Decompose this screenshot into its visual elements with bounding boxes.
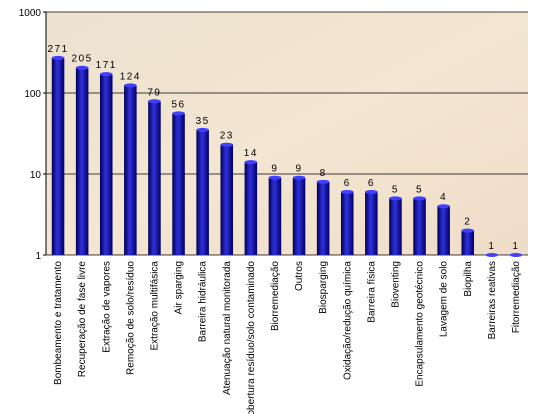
bar bbox=[437, 206, 450, 255]
bar-top bbox=[389, 196, 402, 201]
bar-top bbox=[509, 253, 523, 257]
bar bbox=[461, 230, 475, 255]
value-label: 4 bbox=[440, 192, 447, 203]
x-tick-label: Encapsulamento geotécnico bbox=[415, 261, 426, 387]
value-label: 171 bbox=[96, 60, 117, 71]
value-label: 9 bbox=[271, 164, 278, 175]
bar-top bbox=[51, 55, 65, 60]
bar-top bbox=[461, 228, 475, 233]
bar-top bbox=[196, 127, 209, 132]
x-tick-label: Cobertura resíduo/solo contaminado bbox=[246, 261, 257, 414]
bar-top bbox=[268, 175, 282, 180]
bar-top bbox=[244, 160, 258, 165]
bar bbox=[268, 177, 282, 255]
value-label: 6 bbox=[344, 178, 351, 189]
value-label: 5 bbox=[392, 184, 399, 195]
bar-top bbox=[340, 189, 354, 194]
x-tick-label: Biosparging bbox=[318, 261, 329, 314]
bar bbox=[124, 85, 137, 255]
bar-top bbox=[148, 99, 161, 104]
bar bbox=[51, 57, 65, 255]
value-label: 79 bbox=[147, 87, 161, 98]
bar-top bbox=[220, 142, 234, 147]
plot-background bbox=[46, 12, 528, 255]
value-label: 6 bbox=[368, 178, 375, 189]
y-tick-label: 1 bbox=[35, 251, 41, 262]
bar bbox=[340, 191, 354, 255]
bar bbox=[220, 144, 234, 255]
y-tick-label: 1000 bbox=[19, 8, 42, 19]
value-label: 5 bbox=[416, 184, 423, 195]
x-tick-label: Barreira hidráulica bbox=[198, 261, 209, 343]
y-tick-label: 100 bbox=[24, 89, 41, 100]
bar bbox=[99, 74, 113, 255]
x-tick-label: Bioventing bbox=[390, 261, 401, 308]
bar bbox=[75, 67, 89, 255]
x-tick-label: Oxidação/redução química bbox=[342, 261, 353, 380]
x-tick-label: Air sparging bbox=[174, 261, 185, 314]
x-tick-label: Recuperação de fase livre bbox=[77, 261, 88, 378]
bar bbox=[413, 198, 426, 255]
bar bbox=[148, 101, 161, 255]
value-label: 124 bbox=[120, 71, 141, 82]
bar-top bbox=[485, 253, 499, 257]
bar-top bbox=[99, 72, 113, 77]
bar bbox=[365, 191, 378, 255]
value-label: 23 bbox=[220, 131, 234, 142]
x-tick-label: Fitorremediação bbox=[511, 261, 522, 334]
bar bbox=[172, 113, 185, 256]
x-tick-label: Atenuação natural monitorada bbox=[222, 261, 233, 395]
bar-top bbox=[365, 189, 378, 194]
bar-top bbox=[316, 179, 330, 184]
value-label: 9 bbox=[296, 164, 303, 175]
x-tick-label: Bombeamento e tratamento bbox=[53, 261, 64, 385]
bar bbox=[196, 129, 209, 255]
bar-top bbox=[75, 65, 89, 70]
value-label: 14 bbox=[244, 148, 258, 159]
x-tick-label: Lavagem de solo bbox=[439, 261, 450, 338]
bar-top bbox=[124, 83, 137, 88]
x-tick-label: Biopilha bbox=[463, 261, 474, 297]
bar bbox=[389, 198, 402, 255]
x-tick-label: Extração de vapores bbox=[101, 261, 112, 353]
value-label: 35 bbox=[196, 116, 210, 127]
bar-top bbox=[292, 175, 306, 180]
bar-top bbox=[437, 204, 450, 209]
value-label: 56 bbox=[171, 99, 185, 110]
x-tick-label: Biorremediação bbox=[270, 261, 281, 331]
value-label: 8 bbox=[320, 168, 327, 179]
x-tick-label: Barreira física bbox=[366, 261, 377, 323]
x-tick-label: Remoção de solo/resíduo bbox=[125, 261, 136, 375]
x-tick-label: Extração multifásica bbox=[149, 261, 160, 351]
value-label: 1 bbox=[488, 241, 495, 252]
value-label: 2 bbox=[464, 217, 471, 228]
x-tick-label: Barreiras reativas bbox=[487, 261, 498, 339]
value-label: 1 bbox=[512, 241, 519, 252]
bar bbox=[316, 181, 330, 255]
bar bbox=[292, 177, 306, 255]
value-label: 205 bbox=[72, 54, 93, 65]
bar-top bbox=[172, 111, 185, 116]
value-label: 271 bbox=[47, 44, 68, 55]
x-tick-label: Outros bbox=[294, 261, 305, 291]
bar bbox=[244, 162, 258, 255]
bar-top bbox=[413, 196, 426, 201]
y-tick-label: 10 bbox=[30, 170, 42, 181]
